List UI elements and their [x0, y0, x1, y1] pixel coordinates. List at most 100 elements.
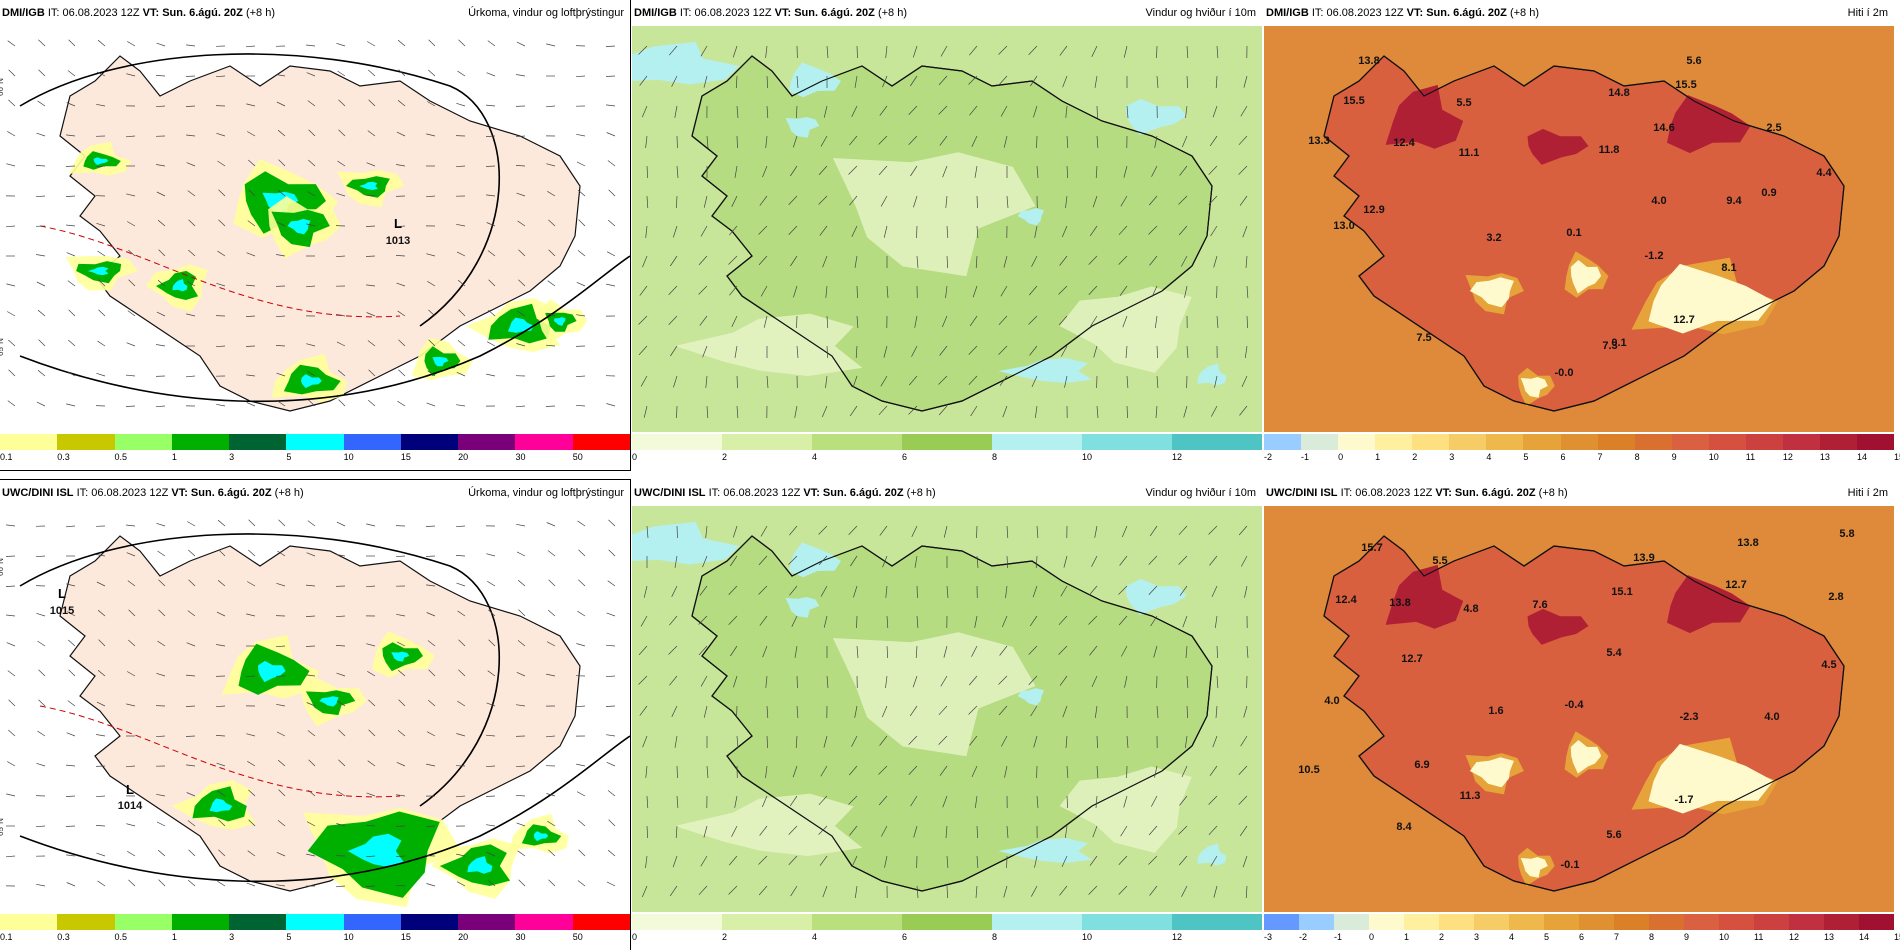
wind-barb: [789, 525, 798, 536]
wind-barb: [397, 400, 406, 407]
wind-barb: [882, 75, 888, 88]
map-value-label: 7.3: [1602, 340, 1617, 352]
wind-barb: [6, 642, 16, 647]
wind-barb: [1118, 225, 1128, 236]
wind-barb: [367, 340, 376, 347]
wind-barb: [7, 40, 16, 47]
temperature-map[interactable]: 15.7 5.5 13.9 13.8 5.8 12.4 13.8 4.8 7.6 15.1 12.7…: [1264, 506, 1894, 912]
wind-barb: [879, 525, 888, 536]
wind-barb: [642, 735, 648, 748]
colorbar-tick-label: 10: [1082, 452, 1093, 462]
colorbar-swatch: [458, 434, 516, 450]
wind-barb: [878, 765, 888, 775]
wind-barb: [1096, 735, 1098, 749]
wind-barb: [426, 133, 436, 137]
wind-barb: [854, 885, 858, 898]
map-value-label: 12.7: [1401, 653, 1422, 665]
colorbar-tick-label: 5: [286, 932, 292, 942]
wind-map[interactable]: [632, 26, 1262, 432]
wind-barb: [516, 192, 526, 197]
wind-barb: [245, 315, 256, 317]
wind-barb: [188, 549, 196, 557]
map-value-label: 1015: [50, 605, 74, 617]
wind-barb: [128, 639, 136, 647]
temp-area-cold: [1648, 743, 1774, 814]
wind-barb: [823, 615, 828, 628]
wind-barb: [1058, 315, 1068, 326]
wind-barb: [909, 705, 918, 717]
wind-area-strong: [1125, 98, 1187, 135]
wind-barb: [276, 851, 286, 857]
wind-barb: [216, 282, 226, 287]
wind-barb: [248, 549, 256, 557]
wind-barb: [337, 160, 346, 167]
map-value-label: 11.8: [1599, 144, 1620, 156]
wind-barb: [1096, 405, 1099, 419]
wind-barb: [729, 285, 738, 296]
wind-barb: [1156, 45, 1158, 59]
wind-barb: [546, 43, 556, 47]
wind-barb: [1186, 705, 1188, 719]
wind-barb: [577, 250, 586, 257]
wind-barb: [1034, 855, 1038, 868]
wind-barb: [66, 403, 76, 407]
wind-barb: [338, 99, 346, 107]
wind-barb: [307, 191, 316, 197]
wind-barb: [548, 879, 556, 887]
wind-barb: [703, 195, 708, 208]
map-value-label: 5.6: [1686, 55, 1701, 67]
wind-barb: [516, 41, 526, 47]
wind-map[interactable]: [632, 506, 1262, 912]
lat-label: 66°N: [0, 78, 5, 96]
wind-barb: [851, 225, 858, 237]
temperature-map[interactable]: 13.8 15.5 5.5 13.3 12.4 11.1 14.8 15.5 5.6 11.8 14…: [1264, 26, 1894, 432]
wind-barb: [1181, 885, 1188, 897]
wind-barb: [155, 405, 166, 408]
wind-barb: [456, 733, 466, 737]
map-value-label: 7.6: [1532, 599, 1547, 611]
wind-barb: [1120, 825, 1128, 837]
wind-barb: [645, 135, 648, 148]
wind-barb: [794, 645, 798, 658]
colorbar-swatch: [171, 434, 230, 450]
wind-barb: [941, 315, 948, 328]
wind-barb: [456, 251, 466, 257]
wind-barb: [882, 555, 888, 568]
wind-barb: [942, 165, 948, 178]
panel-dmi-temp: DMI/IGB IT: 06.08.2023 12Z VT: Sun. 6.ág…: [1264, 0, 1900, 470]
temp-area-warm: [1527, 128, 1589, 165]
wind-barb: [975, 885, 978, 899]
panel-header: DMI/IGB IT: 06.08.2023 12Z VT: Sun. 6.ág…: [0, 0, 630, 26]
wind-barb: [788, 855, 798, 866]
wind-barb: [607, 219, 616, 227]
wind-barb: [946, 885, 948, 899]
wind-barb: [218, 219, 226, 227]
wind-barb: [1059, 255, 1068, 266]
colorbar-tick-label: 6: [1579, 932, 1585, 942]
wind-barb: [366, 284, 376, 287]
wind-barb: [187, 281, 196, 287]
wind-barb: [608, 189, 616, 197]
wind-barb: [576, 281, 586, 287]
wind-barb: [7, 761, 16, 767]
wind-barb: [703, 705, 708, 718]
precip-map[interactable]: 66°N 65°N L 1013: [0, 26, 630, 432]
precip-map[interactable]: 66°N 65°N L 1015 L 1014: [0, 506, 630, 912]
colorbar-tick-label: 0.3: [57, 932, 70, 942]
wind-barb: [639, 705, 648, 716]
colorbar-swatch: [1301, 434, 1339, 450]
wind-barb: [488, 639, 496, 647]
colorbar-tick-label: 4: [812, 452, 818, 462]
wind-barb: [1186, 345, 1189, 359]
wind-barb: [8, 99, 16, 107]
wind-barb: [908, 735, 918, 745]
wind-barb: [38, 339, 46, 347]
temp-area-cold: [1520, 857, 1548, 878]
wind-barb: [1088, 615, 1098, 625]
wind-barb: [8, 699, 16, 707]
wind-barb: [156, 672, 166, 677]
wind-barb: [547, 280, 556, 287]
wind-barb: [1126, 375, 1129, 389]
wind-barb: [700, 45, 708, 57]
wind-barb: [1211, 585, 1218, 598]
